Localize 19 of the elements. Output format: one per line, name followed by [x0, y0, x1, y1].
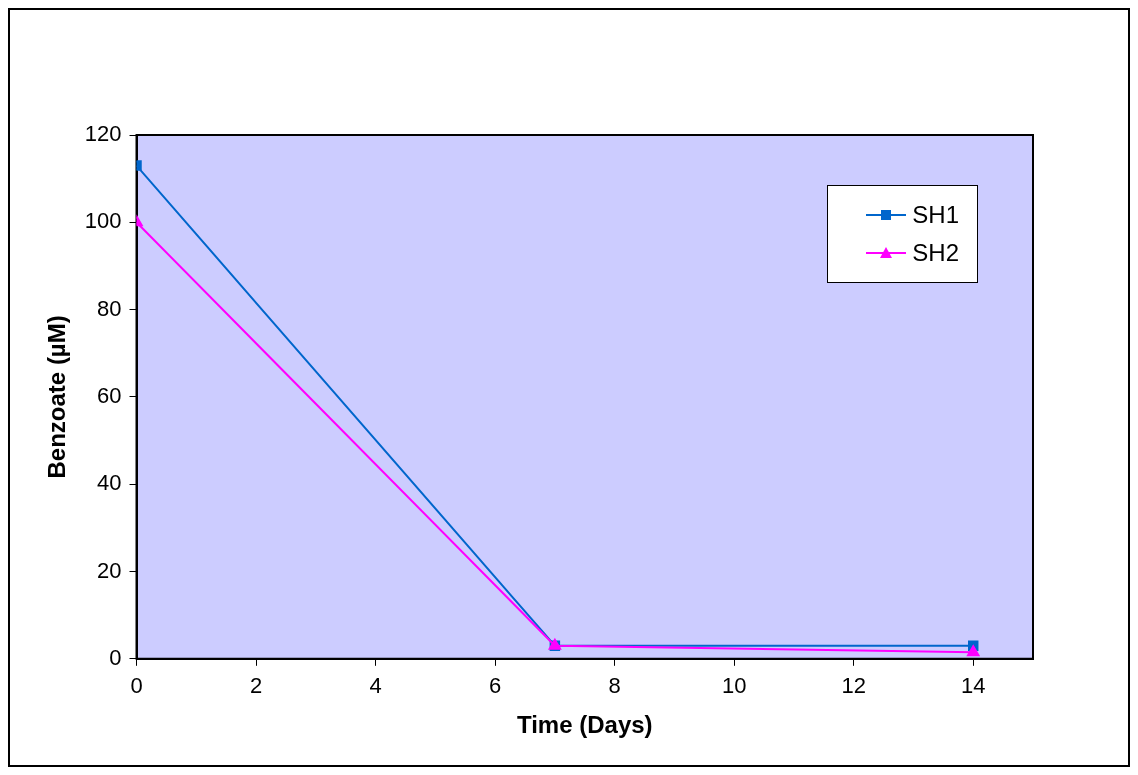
y-tick-label: 20 [97, 557, 122, 583]
x-tick-label: 0 [130, 673, 143, 699]
x-tick-label: 4 [369, 673, 382, 699]
y-tick-label: 100 [84, 208, 122, 234]
y-tick-label: 120 [84, 121, 122, 147]
x-axis-title: Time (Days) [516, 711, 653, 739]
y-tick-label: 80 [97, 295, 122, 321]
legend-label: SH2 [912, 239, 959, 267]
x-tick-label: 8 [608, 673, 621, 699]
x-tick-label: 10 [721, 673, 747, 699]
y-tick-label: 40 [97, 470, 122, 496]
y-tick-label: 60 [97, 382, 122, 408]
y-tick-label: 0 [109, 644, 122, 670]
x-tick-label: 2 [249, 673, 263, 699]
x-tick-label: 14 [960, 673, 986, 699]
x-tick-label: 12 [841, 673, 866, 699]
legend-label: SH1 [912, 201, 959, 229]
y-axis-title: Benzoate (µM) [43, 315, 71, 479]
x-tick-label: 6 [488, 673, 502, 699]
